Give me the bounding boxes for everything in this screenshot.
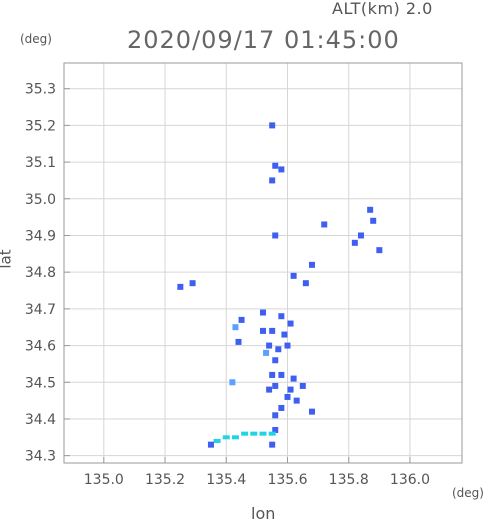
echo-point bbox=[260, 327, 266, 334]
echo-point bbox=[278, 404, 285, 411]
echo-point bbox=[213, 438, 221, 443]
echo-point bbox=[250, 431, 258, 436]
echo-point bbox=[284, 393, 291, 400]
plot-frame bbox=[63, 62, 463, 464]
echo-point bbox=[357, 232, 364, 239]
x-axis-ticks: 135.0 135.2 135.4 135.6 135.8 136.0 bbox=[84, 457, 430, 488]
echo-point bbox=[272, 382, 279, 389]
echo-point bbox=[370, 217, 377, 224]
echo-point bbox=[189, 280, 196, 287]
echo-point bbox=[290, 375, 297, 382]
echo-point bbox=[367, 206, 374, 213]
echo-point bbox=[241, 431, 249, 436]
y-tick-label: 35.0 bbox=[25, 192, 56, 208]
echo-point bbox=[207, 441, 214, 448]
echo-point bbox=[284, 342, 291, 349]
echo-point bbox=[308, 261, 315, 268]
echo-point bbox=[299, 382, 306, 389]
echo-point bbox=[238, 316, 245, 323]
x-tick-label: 135.6 bbox=[267, 472, 307, 488]
echo-point bbox=[281, 331, 288, 338]
echo-cells bbox=[177, 122, 383, 448]
echo-point bbox=[269, 177, 276, 184]
echo-point bbox=[266, 386, 273, 393]
echo-point bbox=[222, 435, 230, 440]
y-tick-label: 34.4 bbox=[25, 412, 56, 428]
x-tick-label: 135.4 bbox=[206, 472, 246, 488]
echo-point bbox=[278, 166, 285, 173]
grid-lines bbox=[64, 63, 462, 463]
echo-point bbox=[302, 280, 309, 287]
x-tick-label: 135.8 bbox=[329, 472, 369, 488]
x-tick-label: 135.2 bbox=[145, 472, 185, 488]
y-tick-label: 34.5 bbox=[25, 375, 56, 391]
echo-point bbox=[272, 426, 279, 433]
echo-point bbox=[278, 313, 285, 320]
echo-point bbox=[269, 441, 276, 448]
echo-point bbox=[263, 349, 270, 356]
echo-point bbox=[269, 327, 276, 334]
echo-point bbox=[290, 272, 297, 279]
y-tick-label: 35.1 bbox=[25, 155, 56, 171]
echo-point bbox=[321, 221, 328, 228]
y-tick-label: 34.7 bbox=[25, 302, 56, 318]
y-tick-label: 34.3 bbox=[25, 449, 56, 465]
x-axis-label: lon bbox=[251, 504, 276, 523]
echo-point bbox=[232, 324, 239, 331]
echo-point bbox=[260, 309, 266, 316]
echo-point bbox=[351, 239, 358, 246]
y-tick-label: 34.8 bbox=[25, 265, 56, 281]
echo-point bbox=[308, 408, 315, 415]
echo-point bbox=[235, 338, 242, 345]
echo-point bbox=[229, 379, 236, 386]
echo-point bbox=[272, 162, 279, 169]
echo-point bbox=[231, 435, 239, 440]
echo-point bbox=[287, 386, 294, 393]
y-tick-label: 34.6 bbox=[25, 339, 56, 355]
y-tick-label: 35.2 bbox=[25, 118, 56, 134]
echo-point bbox=[272, 232, 279, 239]
x-tick-label: 135.0 bbox=[84, 472, 124, 488]
echo-point bbox=[177, 283, 184, 290]
y-axis-unit: (deg) bbox=[20, 32, 52, 46]
echo-point bbox=[268, 431, 276, 436]
echo-point bbox=[259, 431, 267, 436]
echo-point bbox=[272, 357, 279, 364]
y-axis-ticks: 34.3 34.4 34.5 34.6 34.7 34.8 34.9 35.0 35.1 35.2… bbox=[25, 82, 70, 465]
timestamp-title: 2020/09/17 01:45:00 bbox=[127, 26, 400, 54]
echo-point bbox=[269, 371, 276, 378]
y-tick-label: 35.3 bbox=[25, 82, 56, 98]
x-tick-label: 136.0 bbox=[390, 472, 430, 488]
y-tick-label: 34.9 bbox=[25, 228, 56, 244]
echo-point bbox=[266, 342, 273, 349]
echo-point bbox=[269, 122, 276, 129]
echo-point bbox=[272, 412, 279, 419]
altitude-label: ALT(km) 2.0 bbox=[332, 0, 433, 18]
echo-point bbox=[278, 371, 285, 378]
echo-point bbox=[287, 320, 294, 327]
x-axis-unit: (deg) bbox=[452, 486, 484, 500]
echo-point bbox=[293, 397, 300, 404]
echo-point bbox=[376, 247, 383, 254]
echo-point bbox=[275, 346, 282, 353]
